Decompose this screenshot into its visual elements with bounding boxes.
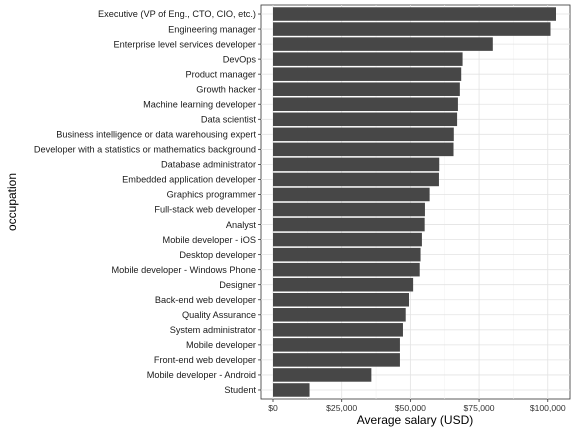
category-labels: Executive (VP of Eng., CTO, CIO, etc.) En… [34, 9, 261, 395]
x-axis-title: Average salary (USD) [357, 413, 473, 427]
category-label: Engineering manager [168, 24, 256, 34]
bar [273, 22, 551, 36]
category-label: Back-end web developer [155, 295, 256, 305]
category-label: Machine learning developer [143, 99, 256, 109]
bar [273, 292, 410, 307]
bar [273, 67, 462, 81]
bar [273, 353, 400, 367]
x-tick-label: $75,000 [464, 403, 495, 413]
category-label: Front-end web developer [154, 355, 256, 365]
bar [273, 323, 403, 337]
category-label: Database administrator [161, 160, 256, 170]
bar [273, 308, 406, 322]
x-axis-ticks: $0 $25,000 $50,000 $75,000 $100,000 [268, 399, 566, 413]
bar [273, 112, 458, 127]
category-label: Full-stack web developer [154, 205, 256, 215]
category-label: Mobile developer [186, 340, 256, 350]
bar [273, 247, 421, 262]
bar [273, 187, 430, 202]
category-label: Student [224, 385, 256, 395]
category-label: Analyst [226, 220, 257, 230]
x-tick-label: $25,000 [326, 403, 357, 413]
bar [273, 383, 310, 397]
y-axis-title: occupation [5, 173, 19, 231]
x-tick-label: $50,000 [395, 403, 426, 413]
bar [273, 37, 493, 51]
bar [273, 368, 372, 382]
bar [273, 338, 400, 352]
category-label: Data scientist [201, 114, 257, 124]
category-label: Designer [219, 280, 256, 290]
x-tick-label: $100,000 [530, 403, 566, 413]
bar [273, 217, 425, 232]
bar [273, 7, 556, 21]
bar [273, 172, 439, 187]
bar [273, 232, 422, 247]
category-label: DevOps [223, 54, 257, 64]
bar [273, 82, 460, 96]
category-label: Enterprise level services developer [114, 39, 256, 49]
bar [273, 202, 425, 217]
bar [273, 142, 454, 157]
category-label: System administrator [170, 325, 256, 335]
category-label: Growth hacker [196, 84, 256, 94]
bar [273, 277, 414, 292]
bar [273, 97, 458, 112]
bar [273, 52, 463, 66]
category-label: Mobile developer - Windows Phone [111, 265, 256, 275]
category-label: Mobile developer - Android [147, 370, 256, 380]
bars [273, 7, 556, 397]
category-label: Executive (VP of Eng., CTO, CIO, etc.) [98, 9, 256, 19]
bar [273, 262, 420, 277]
category-label: Graphics programmer [167, 190, 256, 200]
category-label: Embedded application developer [122, 175, 256, 185]
category-label: Quality Assurance [182, 310, 256, 320]
category-label: Developer with a statistics or mathemati… [34, 145, 256, 155]
x-tick-label: $0 [268, 403, 278, 413]
bar [273, 127, 454, 142]
category-label: Product manager [186, 69, 256, 79]
bar [273, 157, 440, 172]
category-label: Desktop developer [179, 250, 256, 260]
category-label: Mobile developer - iOS [163, 235, 256, 245]
category-label: Business intelligence or data warehousin… [56, 130, 256, 140]
